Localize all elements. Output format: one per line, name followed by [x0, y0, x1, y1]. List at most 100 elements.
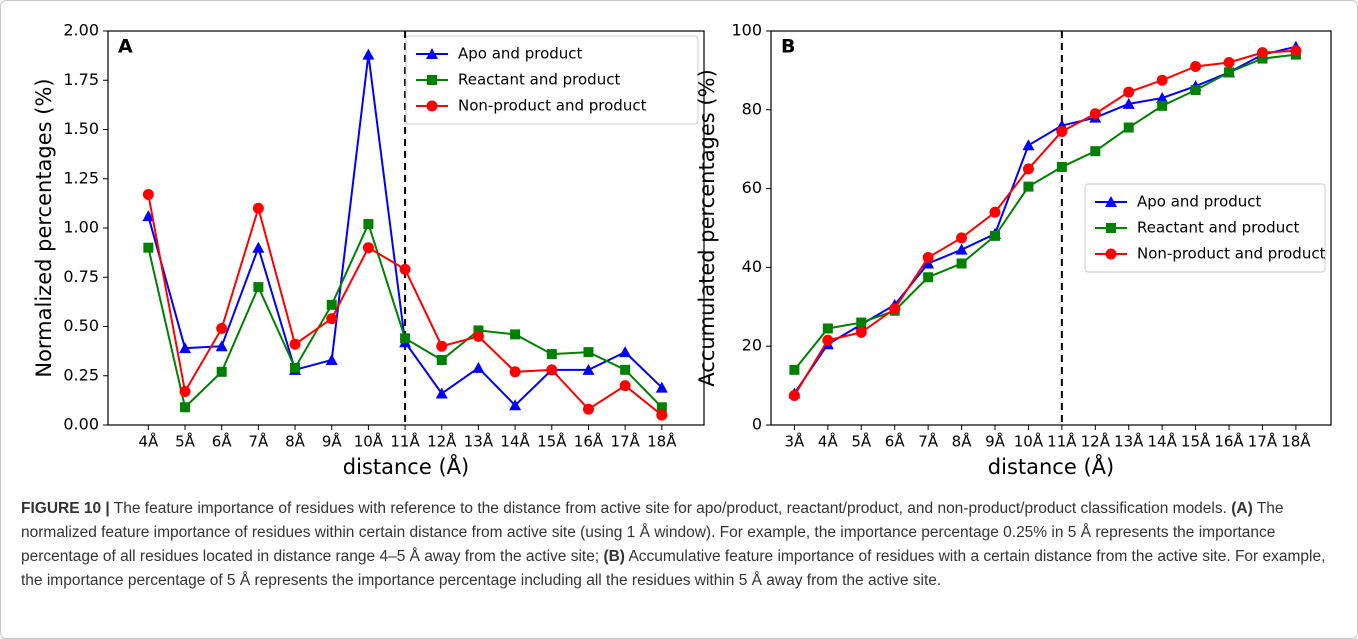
legend-label: Apo and product: [458, 45, 583, 63]
marker: [822, 323, 833, 334]
series-line: [793, 49, 1296, 396]
marker: [583, 347, 594, 358]
y-tick-label: 40: [742, 257, 762, 276]
x-tick-label: 5Å: [851, 432, 872, 451]
marker: [546, 364, 558, 376]
y-tick-label: 20: [742, 336, 762, 355]
marker: [216, 322, 228, 334]
marker: [435, 387, 448, 399]
x-tick-label: 17Å: [610, 432, 640, 451]
marker: [253, 282, 264, 293]
y-tick-label: 2.00: [63, 21, 99, 40]
y-axis-label: Accumulated percentages (%): [695, 69, 719, 387]
marker: [180, 402, 191, 413]
marker: [1224, 67, 1235, 78]
x-tick-label: 6Å: [885, 432, 906, 451]
x-tick-label: 11Å: [1047, 432, 1077, 451]
marker: [582, 363, 595, 375]
marker: [788, 389, 800, 401]
x-axis-label: distance (Å): [988, 453, 1114, 479]
marker: [509, 366, 521, 378]
marker: [1023, 181, 1034, 192]
marker: [1223, 57, 1235, 69]
marker: [546, 349, 557, 360]
x-tick-label: 8Å: [285, 432, 306, 451]
marker: [655, 381, 668, 393]
marker: [922, 252, 934, 264]
marker: [473, 325, 484, 336]
y-tick-label: 0: [752, 415, 762, 434]
legend-box: [1084, 183, 1326, 273]
caption-label: FIGURE 10 |: [21, 500, 110, 517]
caption: FIGURE 10 | The feature importance of re…: [21, 497, 1339, 593]
marker: [289, 338, 301, 350]
legend-marker: [1106, 223, 1116, 233]
x-tick-label: 13Å: [1114, 432, 1144, 451]
marker: [510, 329, 521, 340]
marker: [1022, 139, 1035, 151]
plot-frame: [107, 30, 705, 426]
marker: [855, 326, 867, 338]
series-line: [793, 45, 1297, 395]
marker: [1156, 91, 1169, 103]
marker: [142, 210, 155, 222]
marker: [472, 361, 485, 373]
y-tick-label: 60: [742, 178, 762, 197]
marker: [656, 409, 668, 421]
charts: 0.00 0.25 0.50 0.75 1.00 1.25 1.50 1.75 2.00 4Å 5Å…: [32, 21, 1332, 479]
marker: [325, 353, 338, 365]
x-tick-label: 18Å: [1281, 432, 1311, 451]
marker: [656, 402, 667, 413]
y-tick-label: 1.75: [63, 70, 99, 89]
marker: [1256, 47, 1268, 59]
legend-marker: [427, 75, 437, 85]
x-tick-label: 4Å: [138, 432, 159, 451]
caption-text: Accumulative feature importance of resid…: [21, 548, 1326, 589]
y-tick-label: 0.00: [63, 415, 99, 434]
x-tick-label: 10Å: [354, 432, 384, 451]
marker: [400, 333, 411, 344]
marker: [472, 330, 484, 342]
marker: [856, 317, 867, 328]
x-tick-label: 16Å: [1214, 432, 1244, 451]
marker: [509, 399, 522, 411]
x-tick-label: 10Å: [1014, 432, 1044, 451]
x-tick-label: 5Å: [175, 432, 196, 451]
marker: [955, 243, 968, 255]
panel-label: A: [118, 36, 133, 58]
marker: [1090, 146, 1101, 157]
y-axis-label: Normalized percentages (%): [32, 78, 56, 377]
marker: [1089, 108, 1101, 120]
legend-marker: [1105, 248, 1117, 260]
marker: [179, 342, 192, 354]
x-tick-label: 7Å: [248, 432, 269, 451]
marker: [143, 242, 154, 253]
marker: [923, 272, 934, 283]
x-tick-label: 8Å: [952, 432, 973, 451]
x-tick-label: 16Å: [574, 432, 604, 451]
marker: [1056, 125, 1068, 137]
marker: [1156, 74, 1168, 86]
x-tick-label: 12Å: [1081, 432, 1111, 451]
marker: [1190, 60, 1202, 72]
marker: [1257, 53, 1268, 64]
marker: [619, 346, 632, 358]
x-tick-label: 3Å: [784, 432, 805, 451]
marker: [989, 206, 1001, 218]
y-tick-label: 80: [742, 99, 762, 118]
marker: [436, 340, 448, 352]
x-tick-label: 18Å: [647, 432, 677, 451]
x-tick-label: 13Å: [464, 432, 494, 451]
marker: [1190, 85, 1201, 96]
marker: [990, 230, 1000, 241]
x-tick-label: 12Å: [427, 432, 457, 451]
caption-ref: (A): [1231, 500, 1253, 517]
marker: [620, 364, 631, 375]
legend-marker: [426, 100, 438, 112]
caption-text: The normalized feature importance of res…: [21, 500, 1284, 565]
y-tick-label: 0.75: [63, 267, 99, 286]
y-tick-label: 1.25: [63, 168, 99, 187]
marker: [436, 354, 447, 365]
x-tick-label: 9Å: [322, 432, 343, 451]
marker: [1157, 100, 1168, 111]
